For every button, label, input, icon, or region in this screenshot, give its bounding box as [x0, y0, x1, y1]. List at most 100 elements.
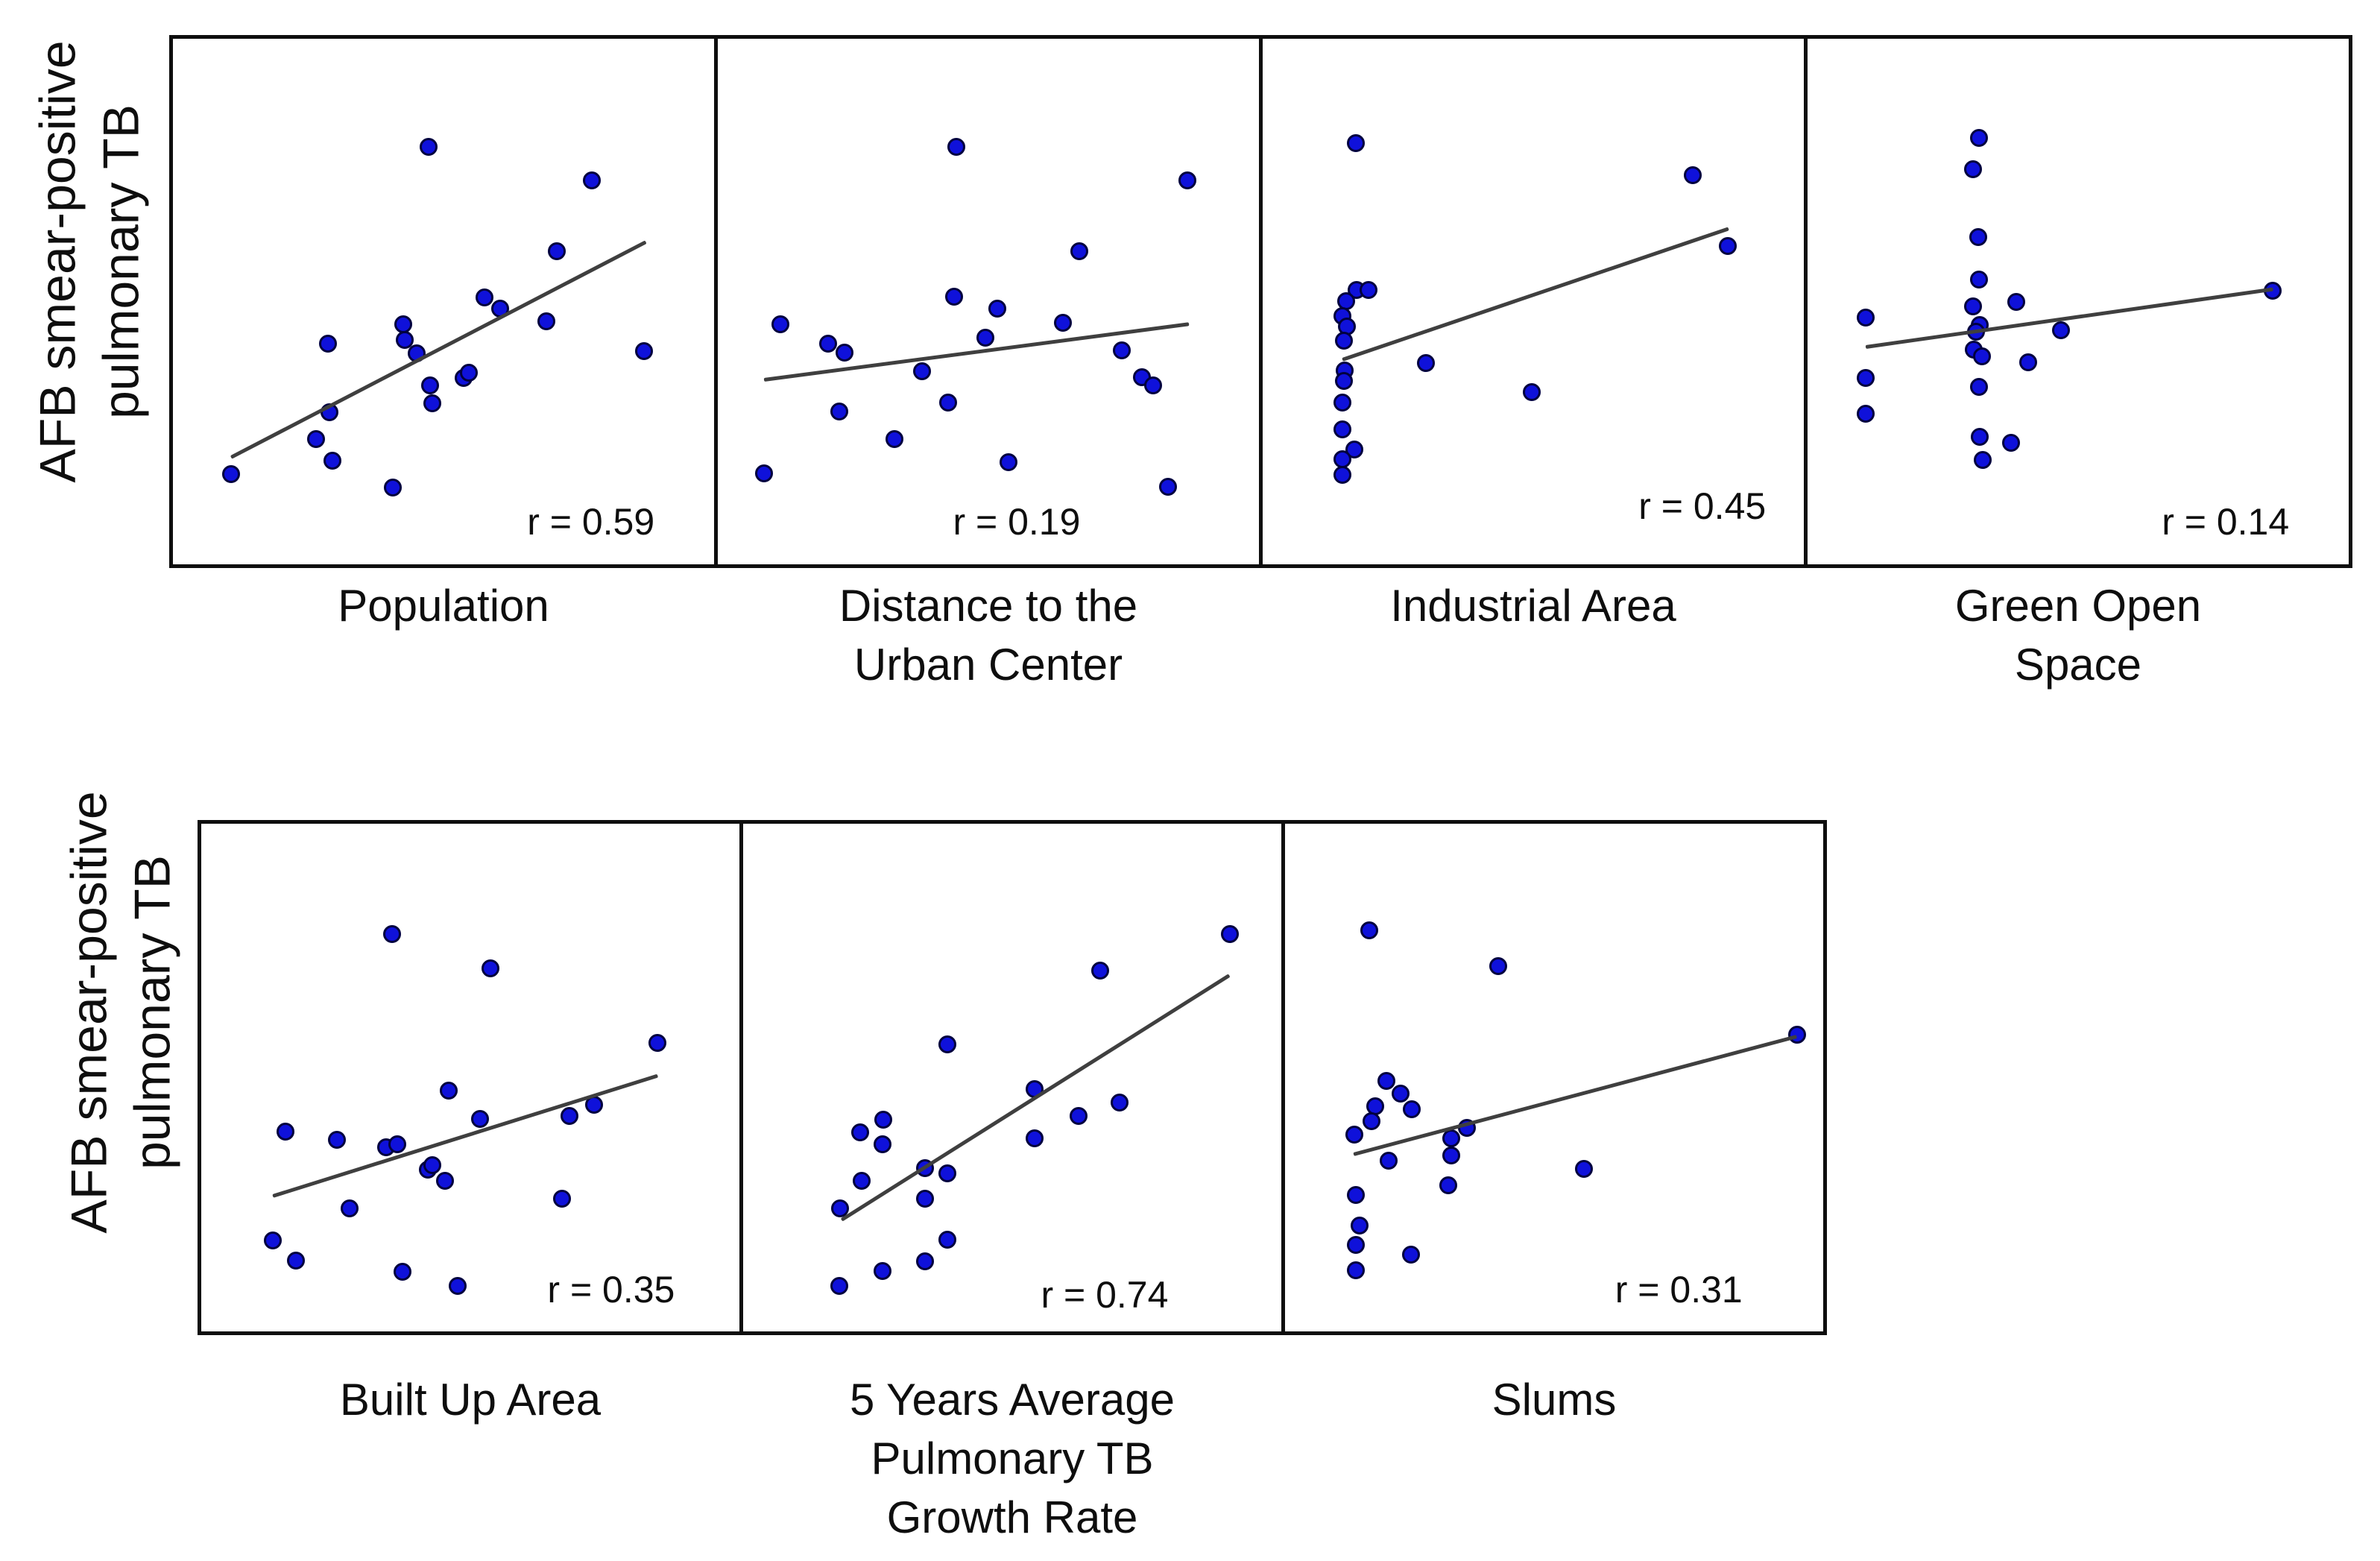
data-point	[1178, 171, 1197, 189]
y-axis-label-line: AFB smear-positive	[30, 40, 86, 483]
data-point	[1972, 347, 1991, 365]
data-point	[1346, 1186, 1365, 1205]
y-axis-label-bottom: AFB smear-positive pulmonary TB	[43, 791, 200, 1335]
data-point	[481, 959, 499, 978]
scatter-panel-green-open-space: r = 0.14 Green Open Space	[1808, 35, 2352, 690]
data-point	[1856, 404, 1875, 423]
x-axis-label: 5 Years Average Pulmonary TB Growth Rate	[736, 1370, 1289, 1548]
data-point	[648, 1033, 666, 1052]
y-axis-label-text: AFB smear-positive pulmonary TB	[58, 791, 185, 1233]
data-point	[1362, 1112, 1380, 1131]
data-point	[1360, 280, 1378, 299]
data-point	[1345, 440, 1363, 458]
data-point	[1090, 962, 1109, 980]
data-point	[1856, 369, 1875, 388]
data-point	[2051, 321, 2070, 339]
data-point	[913, 362, 932, 380]
data-point	[1379, 1152, 1398, 1170]
data-point	[1144, 376, 1163, 394]
data-point	[1719, 237, 1737, 256]
data-point	[1054, 313, 1073, 332]
data-point	[327, 1130, 346, 1149]
x-axis-label-line: Slums	[1492, 1375, 1617, 1425]
data-point	[1974, 451, 1992, 470]
data-point	[634, 341, 653, 360]
data-point	[420, 376, 439, 395]
x-axis-label-line: Distance to the	[839, 581, 1138, 631]
data-point	[1333, 393, 1352, 411]
correlation-label: r = 0.45	[1638, 485, 1767, 527]
x-axis-label: Distance to the Urban Center	[710, 576, 1266, 694]
y-axis-label-line: pulmonary TB	[124, 854, 181, 1170]
data-point	[552, 1189, 571, 1208]
x-axis-label-line: Green Open	[1954, 581, 2202, 631]
data-point	[221, 465, 240, 484]
data-point	[319, 334, 338, 353]
x-axis-label-line: Urban Center	[853, 640, 1123, 690]
data-point	[874, 1111, 892, 1129]
x-axis-label: Population	[165, 576, 722, 635]
data-point	[873, 1135, 891, 1154]
data-point	[1346, 133, 1365, 152]
scatter-panel-population: r = 0.59 Population	[169, 35, 718, 631]
data-point	[287, 1252, 306, 1270]
data-point	[1970, 378, 1989, 397]
trend-line	[1353, 1034, 1798, 1156]
data-point	[1159, 478, 1178, 496]
data-point	[560, 1107, 578, 1126]
data-point	[1401, 1246, 1420, 1264]
data-point	[1403, 1100, 1421, 1119]
data-point	[939, 393, 958, 411]
data-point	[547, 242, 566, 260]
x-axis-label: Slums	[1278, 1370, 1831, 1429]
correlation-label: r = 0.14	[2162, 500, 2290, 543]
correlation-label: r = 0.74	[1041, 1273, 1169, 1316]
data-point	[470, 1110, 489, 1129]
data-point	[1220, 925, 1239, 944]
data-point	[476, 288, 494, 306]
data-point	[1360, 921, 1379, 939]
data-point	[537, 312, 555, 330]
data-point	[755, 464, 774, 483]
x-axis-label: Green Open Space	[1800, 576, 2356, 694]
correlation-label: r = 0.59	[527, 500, 655, 543]
data-point	[1366, 1097, 1384, 1115]
data-point	[1334, 371, 1353, 390]
data-point	[1684, 165, 1702, 184]
data-point	[460, 364, 479, 382]
data-point	[1111, 1093, 1129, 1111]
correlation-label: r = 0.35	[547, 1268, 675, 1311]
correlation-label: r = 0.19	[953, 500, 1081, 543]
data-point	[1574, 1160, 1593, 1179]
data-point	[830, 1277, 848, 1296]
trend-line	[1865, 287, 2273, 350]
data-point	[419, 137, 438, 156]
data-point	[1522, 383, 1541, 402]
x-axis-label-line: Growth Rate	[886, 1492, 1138, 1543]
data-point	[1069, 1106, 1088, 1125]
y-axis-label-top: AFB smear-positive pulmonary TB	[12, 35, 168, 568]
data-point	[323, 452, 342, 470]
trend-line	[230, 239, 647, 459]
scatter-panel-built-up-area: r = 0.35 Built Up Area	[198, 820, 743, 1425]
x-axis-label-line: Population	[338, 581, 549, 631]
data-point	[423, 394, 441, 412]
data-point	[448, 1277, 467, 1296]
scatter-row-bottom: r = 0.35 Built Up Area r = 0.74 5 Years Ave…	[198, 820, 1827, 1542]
data-point	[2001, 434, 2020, 452]
data-point	[999, 452, 1017, 471]
data-point	[423, 1156, 441, 1175]
data-point	[771, 315, 790, 333]
data-point	[394, 1263, 412, 1281]
data-point	[1333, 420, 1352, 438]
data-point	[1442, 1147, 1461, 1165]
data-point	[885, 429, 903, 448]
x-axis-label-line: Pulmonary TB	[871, 1434, 1154, 1484]
data-point	[1346, 1236, 1365, 1255]
data-point	[976, 329, 995, 347]
trend-line	[1342, 227, 1729, 362]
y-axis-label-line: AFB smear-positive	[61, 790, 118, 1234]
data-point	[436, 1171, 455, 1190]
data-point	[830, 402, 849, 420]
